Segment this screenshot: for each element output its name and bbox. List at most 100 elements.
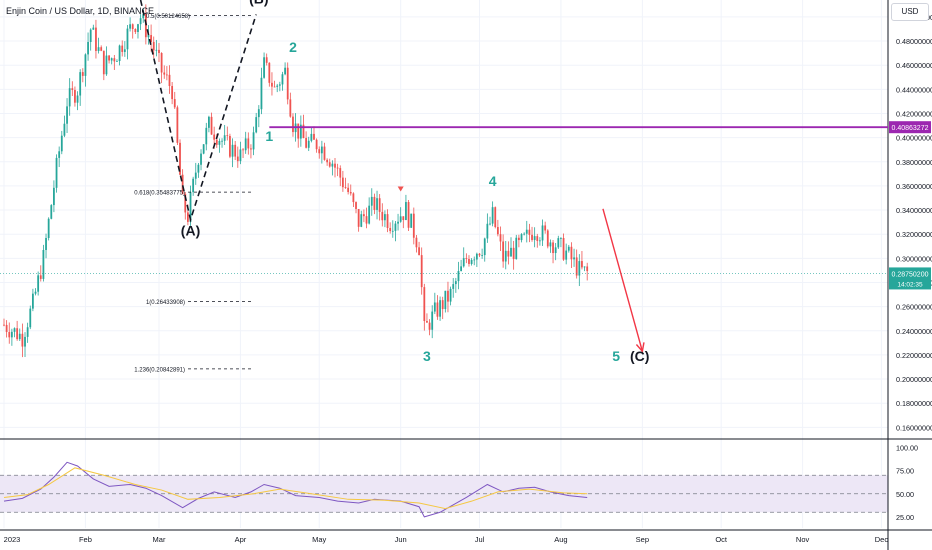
candle-body (405, 202, 407, 221)
symbol-title: Enjin Coin / US Dollar, 1D, BINANCE (6, 6, 155, 16)
candle-body (512, 247, 515, 260)
time-tick-label: Jul (475, 535, 485, 544)
candle-body (113, 58, 116, 62)
candle-body (394, 223, 397, 231)
time-tick-label: Mar (153, 535, 166, 544)
candle-body (105, 55, 108, 75)
candle-body (50, 205, 53, 219)
candle-body (326, 159, 329, 163)
candle-body (173, 99, 176, 108)
price-tick-label: 0.36000000 (896, 182, 932, 191)
wave-label: 5 (612, 348, 620, 364)
candle-body (137, 24, 139, 33)
candle-body (331, 163, 334, 167)
candle-body (460, 266, 462, 272)
candle-body (260, 77, 263, 110)
candle-body (81, 72, 84, 76)
candle-body (439, 300, 441, 317)
price-tick-label: 0.40000000 (896, 134, 932, 143)
candle-body (42, 249, 45, 279)
candle-body (473, 259, 476, 261)
candle-body (344, 187, 347, 188)
resistance-price-tag (889, 121, 931, 134)
candle-body (567, 246, 570, 251)
candle-body (74, 89, 76, 103)
price-tick-label: 0.38000000 (896, 158, 932, 167)
candle-body (276, 85, 279, 87)
fib-level-label: 0.5(0.50124658) (146, 14, 190, 20)
candle-body (523, 233, 526, 235)
time-tick-label: Oct (715, 535, 728, 544)
candle-body (5, 324, 8, 333)
candle-body (323, 146, 326, 160)
price-tick-label: 0.24000000 (896, 327, 932, 336)
candle-body (581, 261, 583, 268)
candle-body (192, 178, 195, 193)
price-tick-label: 0.26000000 (896, 303, 932, 312)
candle-body (378, 198, 381, 212)
candle-body (381, 211, 384, 221)
candle-body (494, 207, 497, 228)
candle-body (515, 237, 518, 260)
candle-body (126, 28, 129, 50)
candle-body (76, 95, 79, 103)
candle-body (536, 236, 539, 241)
candle-body (47, 218, 50, 238)
candle-body (53, 187, 55, 206)
candle-body (504, 250, 507, 262)
candle-body (142, 14, 145, 19)
candle-body (242, 149, 244, 151)
candle-body (496, 227, 499, 235)
candle-body (8, 332, 11, 338)
price-tick-label: 0.34000000 (896, 206, 932, 215)
candle-body (302, 124, 305, 139)
candle-body (525, 229, 528, 234)
candle-body (97, 47, 100, 51)
currency-button[interactable]: USD (891, 3, 929, 21)
candle-body (197, 164, 200, 173)
candle-body (549, 242, 552, 247)
candle-body (573, 257, 575, 260)
candle-body (307, 140, 310, 148)
candle-body (186, 212, 189, 222)
candle-body (452, 284, 455, 289)
candle-body (313, 133, 315, 140)
candle-body (286, 67, 289, 100)
candle-body (202, 144, 205, 154)
candle-body (221, 140, 223, 142)
candle-body (454, 281, 457, 285)
candle-body (131, 24, 134, 30)
price-tick-label: 0.48000000 (896, 37, 932, 46)
candle-body (79, 72, 82, 96)
candle-body (347, 187, 350, 193)
candle-body (318, 149, 321, 154)
candle-body (89, 29, 92, 42)
time-tick-label: 2023 (4, 535, 21, 544)
candle-body (384, 214, 386, 221)
candle-body (528, 229, 531, 235)
resistance-price-label: 0.40863272 (892, 125, 929, 132)
price-tick-label: 0.16000000 (896, 423, 932, 432)
candle-body (297, 123, 300, 139)
price-tick-label: 0.30000000 (896, 254, 932, 263)
candle-body (447, 290, 449, 302)
wave-label: (A) (181, 222, 200, 238)
candle-body (310, 133, 313, 141)
candle-body (546, 230, 549, 247)
candle-body (420, 255, 423, 288)
candle-body (255, 117, 258, 133)
candle-body (39, 275, 42, 279)
candle-body (554, 247, 557, 254)
candle-body (431, 311, 434, 330)
candle-body (328, 162, 331, 167)
candle-body (160, 53, 163, 73)
candle-body (336, 167, 339, 169)
candle-body (491, 207, 494, 224)
wave-label: 2 (289, 39, 297, 55)
candle-body (349, 192, 352, 194)
candle-body (252, 132, 255, 150)
candle-body (184, 194, 187, 213)
candle-body (110, 58, 113, 61)
candle-body (108, 55, 110, 61)
